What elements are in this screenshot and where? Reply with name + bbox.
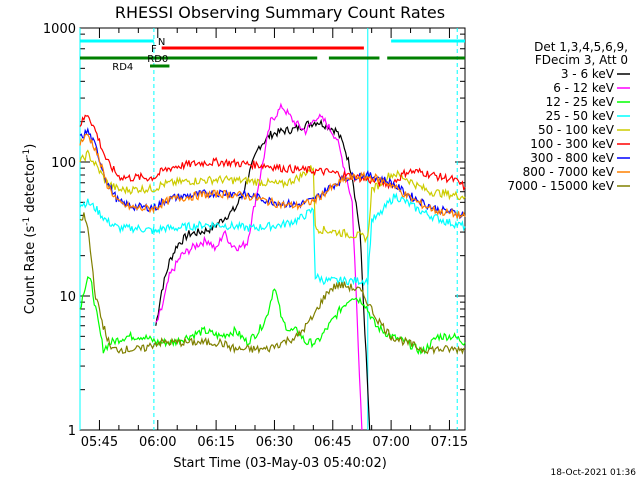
x-tick-label: 06:30 bbox=[256, 435, 293, 450]
x-tick-label: 07:00 bbox=[372, 435, 409, 450]
y-tick-label: 1 bbox=[68, 424, 76, 439]
y-tick-labels: 1 10 100 1000 bbox=[43, 22, 76, 439]
y-axis-label-part: Count Rate (s bbox=[23, 226, 38, 315]
legend-entry-label: 25 - 50 keV bbox=[546, 109, 615, 123]
legend-header-line: Det 1,3,4,5,6,9, bbox=[534, 40, 628, 54]
x-axis-label: Start Time (03-May-03 05:40:02) bbox=[173, 456, 387, 471]
y-tick-label: 10 bbox=[59, 290, 76, 305]
y-axis-label-superscript: -1 bbox=[22, 149, 32, 158]
y-axis-label-part: detector bbox=[23, 157, 38, 217]
legend-header-line: FDecim 3, Att 0 bbox=[535, 53, 628, 67]
x-tick-label: 06:15 bbox=[197, 435, 234, 450]
series-line bbox=[155, 118, 371, 431]
flag-label: N bbox=[158, 37, 165, 48]
x-tick-labels: 05:45 06:00 06:15 06:30 06:45 07:00 07:15 bbox=[81, 435, 468, 450]
x-tick-label: 06:45 bbox=[314, 435, 351, 450]
y-axis-label: Count Rate (s-1 detector-1) bbox=[22, 144, 38, 315]
legend-entry-label: 100 - 300 keV bbox=[530, 137, 614, 151]
chart-title: RHESSI Observing Summary Count Rates bbox=[115, 3, 445, 22]
legend-entry-label: 12 - 25 keV bbox=[546, 95, 615, 109]
x-tick-label: 07:15 bbox=[431, 435, 468, 450]
series-line bbox=[79, 212, 466, 356]
series-lines bbox=[79, 102, 466, 431]
x-tick-label: 06:00 bbox=[139, 435, 176, 450]
flag-label: RD4 bbox=[112, 62, 133, 73]
y-axis-label-superscript: -1 bbox=[22, 217, 32, 226]
vertical-markers bbox=[79, 28, 458, 430]
series-line bbox=[79, 114, 466, 192]
legend-entry-label: 7000 - 15000 keV bbox=[507, 179, 614, 193]
legend-entry-label: 50 - 100 keV bbox=[538, 123, 615, 137]
series-line bbox=[155, 102, 363, 431]
y-axis-label-part: ) bbox=[23, 144, 38, 149]
series-line bbox=[79, 192, 466, 287]
y-tick-label: 1000 bbox=[43, 22, 76, 37]
generation-timestamp: 18-Oct-2021 01:36 bbox=[550, 468, 636, 478]
axis-ticks bbox=[79, 27, 465, 431]
flag-label: F bbox=[151, 44, 157, 55]
y-tick-label: 100 bbox=[51, 156, 76, 171]
flag-label: RD0 bbox=[147, 54, 168, 65]
legend: Det 1,3,4,5,6,9, FDecim 3, Att 0 3 - 6 k… bbox=[507, 40, 630, 193]
series-line bbox=[79, 133, 466, 220]
x-tick-label: 05:45 bbox=[81, 435, 118, 450]
legend-entry-label: 3 - 6 keV bbox=[561, 67, 615, 81]
legend-entry-label: 800 - 7000 keV bbox=[523, 165, 615, 179]
legend-entry-label: 6 - 12 keV bbox=[553, 81, 615, 95]
legend-entry-label: 300 - 800 keV bbox=[530, 151, 614, 165]
